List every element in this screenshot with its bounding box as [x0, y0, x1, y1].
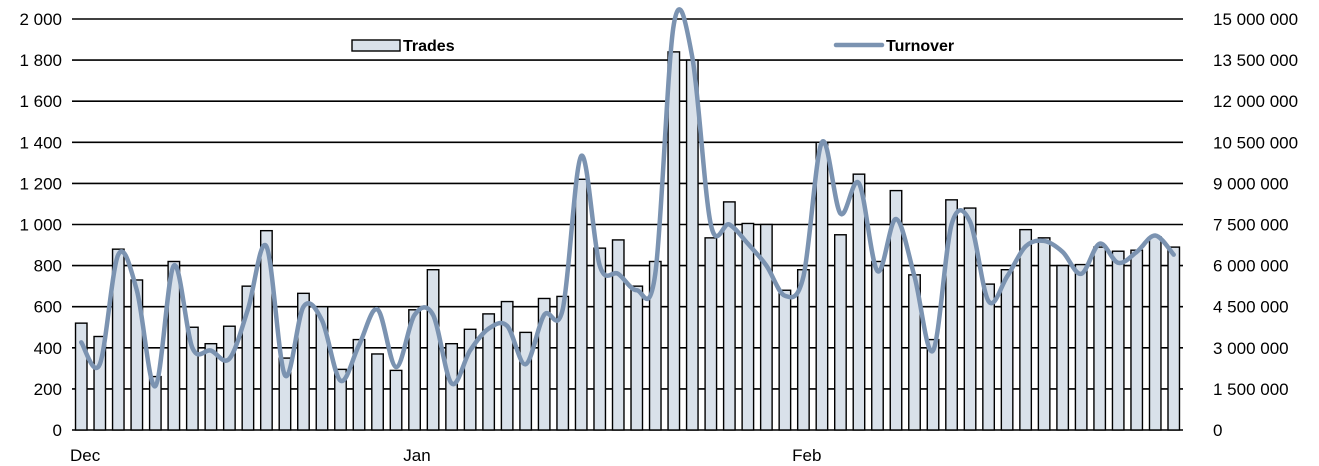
- trades-bar: [537, 297, 551, 431]
- trades-bar: [1093, 246, 1107, 431]
- right-tick-label: 15 000 000: [1213, 10, 1298, 29]
- trades-bar: [741, 222, 755, 431]
- left-tick-label: 1 800: [19, 51, 62, 70]
- trades-bar: [1037, 237, 1051, 431]
- trades-bar: [630, 285, 644, 431]
- trades-bar: [722, 201, 736, 431]
- left-tick-label: 0: [53, 421, 62, 440]
- left-tick-label: 2 000: [19, 10, 62, 29]
- trades-bar: [945, 199, 958, 431]
- trades-bar: [167, 260, 181, 431]
- trades-bar: [778, 289, 792, 431]
- trades-bar: [871, 260, 884, 431]
- trades-bar: [334, 368, 347, 431]
- trades-bar: [519, 331, 533, 431]
- trades-bar: [852, 173, 866, 431]
- trades-bar: [574, 178, 588, 431]
- trades-bar: [463, 328, 477, 431]
- trades-bar: [278, 357, 292, 431]
- left-tick-label: 1 000: [19, 216, 62, 235]
- left-tick-label: 1 400: [19, 133, 62, 152]
- trades-bar: [297, 292, 310, 431]
- right-tick-label: 7 500 000: [1213, 216, 1289, 235]
- trades-bar: [1148, 236, 1162, 431]
- trades-bar: [185, 326, 199, 431]
- right-tick-label: 13 500 000: [1213, 51, 1298, 70]
- right-tick-label: 10 500 000: [1213, 133, 1298, 152]
- trades-bar: [315, 306, 329, 431]
- trades-bar: [889, 189, 903, 431]
- trades-bar: [667, 51, 681, 431]
- trades-bar: [834, 234, 847, 431]
- trades-bar: [1056, 264, 1070, 431]
- trades-bar: [611, 239, 625, 431]
- right-tick-label: 1 500 000: [1213, 380, 1289, 399]
- right-tick-label: 0: [1213, 421, 1222, 440]
- left-tick-label: 800: [34, 257, 62, 276]
- right-tick-label: 3 000 000: [1213, 339, 1289, 358]
- trades-bar: [148, 375, 162, 431]
- trades-bar: [1111, 250, 1125, 431]
- left-tick-label: 1 600: [19, 92, 62, 111]
- trades-bar: [204, 342, 218, 431]
- legend-trades-label: Trades: [403, 38, 455, 55]
- trades-bar: [1130, 249, 1144, 431]
- trades-bar: [982, 283, 996, 431]
- trades-bar: [426, 269, 440, 431]
- right-tick-label: 12 000 000: [1213, 92, 1298, 111]
- trades-bar: [389, 369, 403, 431]
- trades-bar: [74, 322, 88, 431]
- turnover-series-line: [79, 7, 1176, 389]
- turnover-line: [79, 7, 1176, 389]
- trades-bar: [371, 353, 384, 431]
- x-axis-labels: Dec Jan Feb: [70, 446, 821, 465]
- legend-turnover-label: Turnover: [886, 38, 954, 55]
- right-axis-ticks: 0 1 500 000 3 000 000 4 500 000 6 000 000 7 5…: [1213, 10, 1298, 440]
- trades-bar: [222, 325, 236, 431]
- trades-bar: [963, 207, 977, 431]
- trades-bar: [704, 237, 718, 431]
- x-tick-label: Dec: [70, 446, 101, 465]
- legend: Trades Turnover: [351, 38, 954, 55]
- trades-bar: [130, 279, 144, 431]
- right-tick-label: 4 500 000: [1213, 298, 1289, 317]
- left-tick-label: 1 200: [19, 174, 62, 193]
- trades-bar: [1000, 269, 1014, 431]
- trades-bar: [685, 59, 699, 431]
- trades-bar: [408, 309, 421, 431]
- trades-bar: [593, 247, 607, 431]
- right-tick-label: 9 000 000: [1213, 174, 1289, 193]
- trades-bar: [111, 248, 125, 431]
- trades-bars: [74, 51, 1181, 431]
- trades-bar: [1019, 228, 1033, 431]
- right-tick-label: 6 000 000: [1213, 257, 1289, 276]
- trades-bar: [241, 285, 255, 431]
- left-axis-ticks: 0 200 400 600 800 1 000 1 200 1 400 1 600 1 800 2 …: [19, 10, 62, 440]
- left-tick-label: 400: [34, 339, 62, 358]
- trades-bar: [445, 342, 459, 431]
- trades-bar: [1167, 246, 1181, 431]
- x-tick-label: Jan: [403, 446, 430, 465]
- trades-bar: [1074, 263, 1088, 431]
- left-tick-label: 200: [34, 380, 62, 399]
- trades-bar: [93, 335, 107, 431]
- trades-bar: [482, 313, 496, 431]
- trades-bar: [352, 338, 366, 431]
- gridlines: [72, 18, 1183, 431]
- trades-bar: [815, 141, 829, 431]
- legend-trades-swatch: [351, 39, 401, 52]
- trades-bar: [259, 229, 273, 431]
- left-tick-label: 600: [34, 298, 62, 317]
- trades-bar: [926, 338, 940, 431]
- x-tick-label: Feb: [792, 446, 821, 465]
- trades-bar: [759, 223, 773, 431]
- trades-bar: [500, 300, 514, 431]
